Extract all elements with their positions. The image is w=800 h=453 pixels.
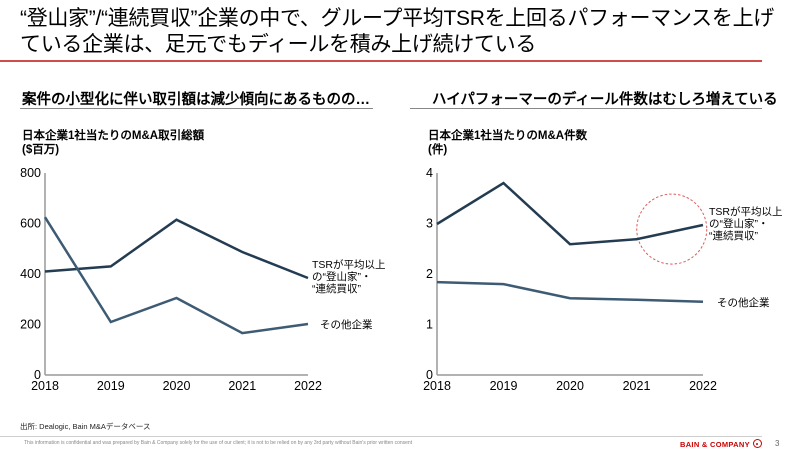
footer-divider <box>0 436 762 437</box>
right-series-label: TSRが平均以上 <box>709 205 783 218</box>
left-series-label: TSRが平均以上 <box>312 258 386 271</box>
left-chart-y-title: 日本企業1社当たりのM&A取引総額 ($百万) <box>22 129 204 157</box>
brand-logo: BAIN & COMPANY <box>680 439 762 449</box>
right-series-line-others <box>436 280 704 304</box>
left-x-tick-label: 2018 <box>31 379 59 393</box>
left-panel-heading: 案件の小型化に伴い取引額は減少傾向にあるものの… <box>22 92 370 108</box>
left-chart-y-title-line1: 日本企業1社当たりのM&A取引総額 <box>22 130 205 142</box>
left-y-tick-label: 0 <box>34 368 41 382</box>
right-y-tick-label: 0 <box>426 368 433 382</box>
right-panel-heading: ハイパフォーマーのディール件数はむしろ増えている <box>432 92 778 108</box>
right-y-tick-label: 1 <box>426 318 433 332</box>
left-series-line-others <box>43 216 309 335</box>
right-highlight-circle <box>636 193 708 265</box>
right-y-tick-label: 4 <box>426 166 433 180</box>
right-x-tick-label: 2019 <box>490 379 518 393</box>
left-series-label: の“登山家”・ <box>312 270 372 283</box>
right-y-tick-label: 3 <box>426 217 433 231</box>
confidentiality-disclaimer: This information is confidential and was… <box>24 440 413 446</box>
left-y-tick-label: 600 <box>20 217 41 231</box>
left-chart-deal-value: 0 200 400 600 800 2018 2019 2020 2021 2022 TSRが平均以… <box>20 166 386 393</box>
right-chart-y-title-unit: (件) <box>428 144 448 156</box>
right-chart-y-title: 日本企業1社当たりのM&A件数 (件) <box>428 129 587 157</box>
brand-name: BAIN & COMPANY <box>680 440 750 449</box>
left-x-tick-label: 2020 <box>163 379 191 393</box>
left-series-label: “連続買収” <box>312 282 361 295</box>
source-note: 出所: Dealogic, Bain M&Aデータベース <box>20 422 151 431</box>
right-x-tick-label: 2021 <box>623 379 651 393</box>
title-divider <box>0 60 762 62</box>
right-panel-divider <box>410 108 762 109</box>
right-chart-deal-count: 0 1 2 3 4 2018 2019 2020 2021 2022 TSRが平均以上の“登山家”・… <box>423 166 783 393</box>
left-y-tick-label: 400 <box>20 267 41 281</box>
right-x-tick-label: 2022 <box>689 379 717 393</box>
left-chart-y-title-unit: ($百万) <box>22 144 60 156</box>
right-series-label: の“登山家”・ <box>709 217 769 230</box>
left-x-tick-label: 2021 <box>228 379 256 393</box>
right-series-label: “連続買収” <box>709 229 758 242</box>
page-title: “登山家”/“連続買収”企業の中で、グループ平均TSRを上回るパフォーマンスを上… <box>20 7 774 56</box>
left-y-tick-label: 800 <box>20 166 41 180</box>
left-x-tick-label: 2022 <box>294 379 322 393</box>
left-panel-divider <box>20 108 373 109</box>
bain-logo-icon <box>752 439 762 448</box>
left-series-line-high-performers <box>44 218 309 280</box>
right-x-tick-label: 2018 <box>423 379 451 393</box>
left-y-tick-label: 200 <box>20 318 41 332</box>
right-series-label: その他企業 <box>717 296 770 309</box>
right-chart-y-title-line1: 日本企業1社当たりのM&A件数 <box>428 130 588 142</box>
right-x-tick-label: 2020 <box>556 379 584 393</box>
left-x-tick-label: 2019 <box>97 379 125 393</box>
left-series-label: その他企業 <box>320 318 373 331</box>
right-series-line-high-performers <box>436 181 704 246</box>
page-number: 3 <box>775 439 780 448</box>
right-y-tick-label: 2 <box>426 267 433 281</box>
